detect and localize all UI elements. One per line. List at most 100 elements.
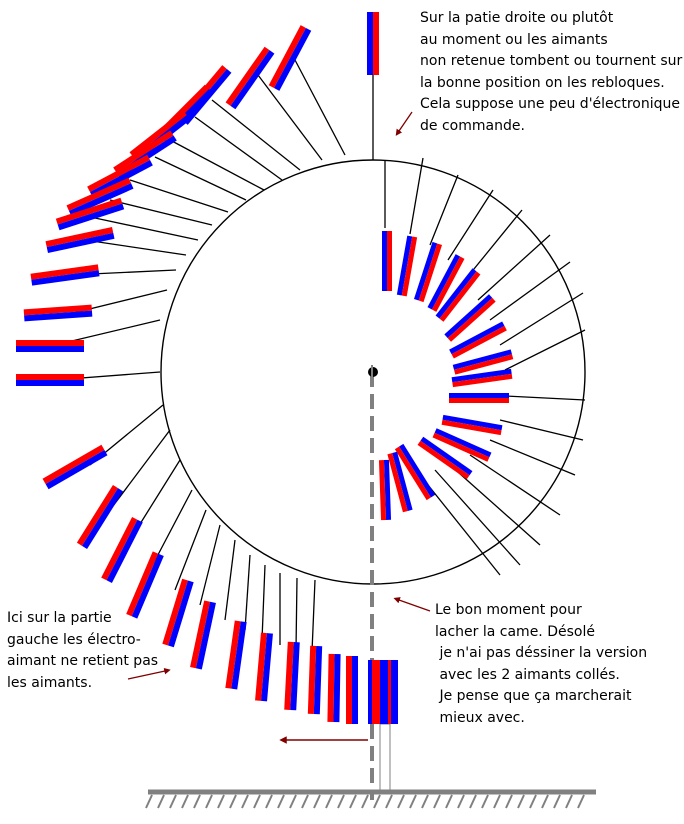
magnet bbox=[225, 620, 247, 690]
magnet-pole-a bbox=[76, 484, 119, 546]
magnet-pole-a bbox=[307, 645, 317, 714]
left-arm bbox=[295, 577, 298, 651]
magnet bbox=[284, 641, 300, 711]
ground-hatch-tick bbox=[205, 794, 213, 809]
magnet-pole-a bbox=[413, 241, 438, 301]
magnet-pole-a bbox=[442, 414, 503, 431]
magnet bbox=[444, 294, 496, 342]
right-arm bbox=[464, 209, 523, 281]
magnet-pole-b bbox=[418, 243, 443, 303]
magnet bbox=[126, 551, 164, 619]
magnet bbox=[76, 484, 124, 550]
ground-hatch-tick bbox=[445, 794, 453, 809]
magnet bbox=[396, 235, 418, 297]
left-arm bbox=[194, 116, 283, 181]
magnet bbox=[45, 227, 115, 253]
cam-post bbox=[379, 723, 391, 795]
magnet-pole-b bbox=[106, 519, 143, 584]
magnet-pole-a bbox=[327, 653, 335, 722]
magnet-pole-a bbox=[434, 428, 492, 458]
ground-hatch-tick bbox=[253, 794, 261, 809]
magnet bbox=[255, 632, 273, 702]
note-bottom-left: Ici sur la partie gauche les électro- ai… bbox=[7, 610, 159, 691]
magnet-pole-b bbox=[81, 488, 124, 550]
right-arm bbox=[419, 474, 501, 576]
left-arm bbox=[261, 564, 266, 641]
magnet bbox=[16, 340, 84, 352]
magnet-pole-b bbox=[230, 50, 275, 110]
magnet-pole-a bbox=[129, 110, 187, 157]
magnet bbox=[382, 231, 392, 291]
ground-hatch-tick bbox=[505, 794, 513, 809]
magnet-pole-a bbox=[23, 304, 92, 316]
ground-hatch-tick bbox=[313, 794, 321, 809]
magnet-pole-b bbox=[333, 654, 341, 723]
magnet-pole-b bbox=[431, 256, 465, 312]
bottom-magnet-pair bbox=[368, 660, 398, 724]
magnet-pole-b bbox=[417, 440, 470, 480]
magnet-pole-a bbox=[162, 578, 188, 646]
magnet bbox=[30, 264, 100, 286]
ground-hatch-tick bbox=[193, 794, 201, 809]
left-arm bbox=[211, 99, 301, 171]
right-arm bbox=[489, 261, 571, 321]
magnet-pole-b bbox=[454, 354, 514, 375]
magnet-pole-b bbox=[394, 446, 431, 501]
magnet-pole-a bbox=[449, 321, 505, 355]
magnet-pole-a bbox=[225, 46, 270, 106]
ground-hatch-tick bbox=[169, 794, 177, 809]
note-bottom-right: Le bon moment pour lacher la came. Désol… bbox=[435, 602, 648, 726]
ground-hatch-tick bbox=[145, 794, 153, 809]
ground-hatch-tick bbox=[157, 794, 165, 809]
magnet-pole-a bbox=[87, 154, 151, 192]
ground-hatch-tick bbox=[301, 794, 309, 809]
magnet-pole-a bbox=[225, 620, 241, 689]
left-arm bbox=[224, 539, 236, 621]
ground-hatch-tick bbox=[469, 794, 477, 809]
right-arm bbox=[504, 329, 586, 371]
note-top-right: Sur la patie droite ou plutôt au moment … bbox=[420, 10, 683, 134]
ground-hatch-tick bbox=[493, 794, 501, 809]
magnet-pole-a bbox=[66, 177, 132, 211]
left-arm bbox=[154, 156, 247, 201]
ground-hatch-tick bbox=[325, 794, 333, 809]
ground-hatch-tick bbox=[481, 794, 489, 809]
magnet-pole-b bbox=[401, 236, 418, 297]
magnet bbox=[307, 645, 323, 715]
ground-hatch-tick bbox=[517, 794, 525, 809]
magnet bbox=[55, 197, 125, 231]
left-arm bbox=[94, 217, 199, 241]
magnet-pole-a bbox=[427, 254, 461, 310]
magnet-pole-a bbox=[190, 600, 211, 669]
left-arm bbox=[199, 524, 221, 606]
magnet bbox=[190, 600, 216, 670]
left-arm bbox=[174, 509, 207, 591]
ground-hatch-tick bbox=[289, 794, 297, 809]
left-arm bbox=[169, 139, 265, 191]
magnet-pole-b bbox=[16, 346, 84, 352]
magnet bbox=[394, 443, 436, 501]
magnet-pole-a bbox=[255, 632, 267, 701]
ground-hatch-tick bbox=[577, 794, 585, 809]
right-magnets bbox=[378, 231, 514, 521]
magnet-pole-a bbox=[45, 227, 114, 248]
right-arm bbox=[499, 292, 584, 346]
ground-hatch-tick bbox=[217, 794, 225, 809]
magnet bbox=[435, 268, 481, 322]
right-arm bbox=[449, 464, 541, 546]
ground-hatch-tick bbox=[541, 794, 549, 809]
left-arm bbox=[109, 429, 171, 511]
magnet-pole-a bbox=[284, 641, 294, 710]
magnet-pole-b bbox=[449, 398, 509, 403]
magnet-pole-b bbox=[31, 270, 100, 286]
magnet-pole-b bbox=[16, 380, 84, 386]
magnet bbox=[413, 241, 443, 303]
magnet-pole-a bbox=[444, 294, 493, 339]
ground-hatch-tick bbox=[349, 794, 357, 809]
magnet-pole-a bbox=[451, 368, 512, 383]
ground-hatch-tick bbox=[457, 794, 465, 809]
magnet bbox=[449, 321, 507, 359]
left-arm bbox=[294, 59, 346, 156]
magnet-pole-b bbox=[441, 419, 502, 436]
